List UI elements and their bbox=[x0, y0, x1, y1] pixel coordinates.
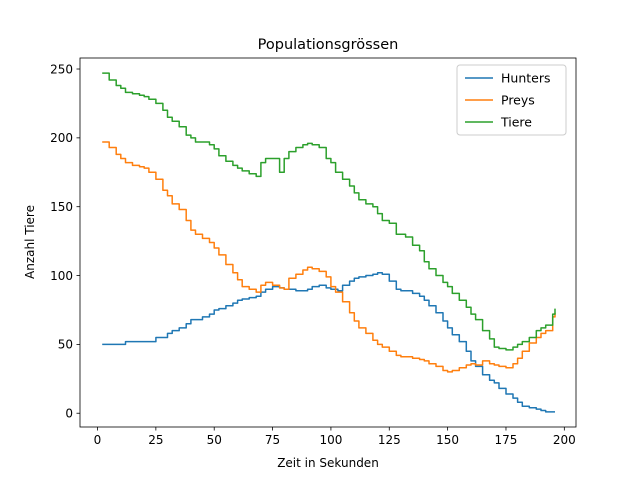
x-tick-label: 0 bbox=[94, 433, 102, 447]
x-tick-label: 175 bbox=[495, 433, 518, 447]
x-tick-label: 150 bbox=[436, 433, 459, 447]
plot-area bbox=[102, 72, 556, 413]
axes-frame bbox=[79, 57, 577, 428]
legend-label-hunters: Hunters bbox=[501, 71, 551, 86]
chart-title: Populationsgrössen bbox=[258, 37, 399, 53]
legend-label-tiere: Tiere bbox=[500, 115, 532, 130]
x-tick-label: 200 bbox=[553, 433, 576, 447]
x-axis-label: Zeit in Sekunden bbox=[277, 456, 379, 470]
legend: Hunters Preys Tiere bbox=[456, 64, 567, 136]
x-tick-label: 50 bbox=[207, 433, 222, 447]
x-tick-label: 100 bbox=[319, 433, 342, 447]
y-tick-label: 50 bbox=[58, 338, 73, 352]
y-tick-label: 100 bbox=[50, 269, 73, 283]
legend-label-preys: Preys bbox=[501, 93, 535, 108]
series-line-hunters bbox=[102, 272, 555, 413]
y-axis-label: Anzahl Tiere bbox=[23, 205, 37, 279]
x-tick-label: 125 bbox=[378, 433, 401, 447]
legend-box bbox=[456, 64, 567, 136]
y-tick-label: 200 bbox=[50, 131, 73, 145]
y-tick-label: 0 bbox=[65, 407, 73, 421]
x-tick-label: 25 bbox=[148, 433, 163, 447]
axes: 0 25 50 75 100 125 150 175 200 0 50 100 150 200 250 bbox=[50, 57, 577, 447]
x-tick-label: 75 bbox=[265, 433, 280, 447]
y-tick-label: 150 bbox=[50, 200, 73, 214]
y-tick-label: 250 bbox=[50, 62, 73, 76]
series-line-preys bbox=[102, 141, 556, 373]
series-line-tiere bbox=[102, 72, 556, 351]
